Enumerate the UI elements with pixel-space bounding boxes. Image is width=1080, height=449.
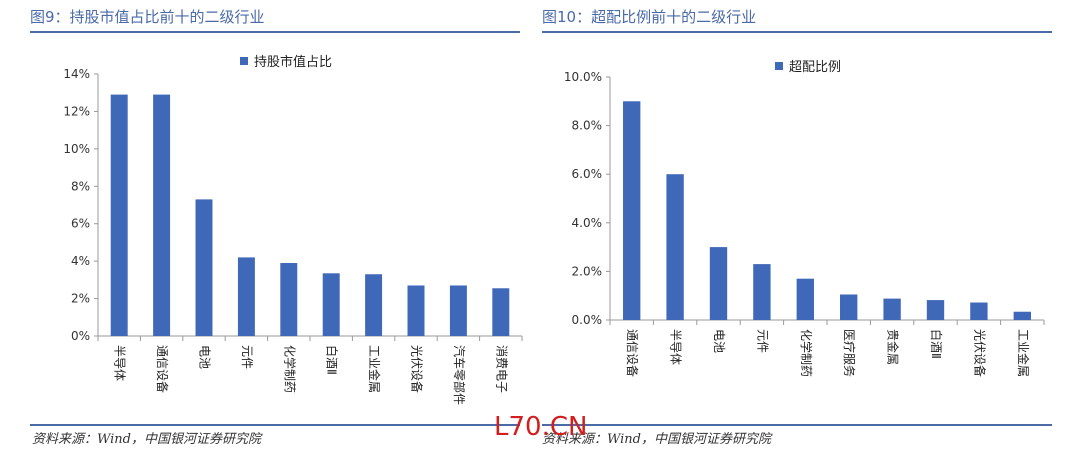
left-category-label: 汽车零部件 xyxy=(452,345,467,405)
right-bar xyxy=(926,300,945,320)
right-title-rule xyxy=(542,31,1052,33)
left-y-tick-label: 8% xyxy=(71,179,90,193)
left-chart-title: 图9：持股市值占比前十的二级行业 xyxy=(30,8,265,26)
right-bar xyxy=(840,294,858,320)
right-bar xyxy=(796,278,814,320)
left-source-note: 资料来源：Wind，中国银河证券研究院 xyxy=(32,432,261,447)
left-bar xyxy=(237,257,255,336)
left-category-label: 元件 xyxy=(240,345,254,369)
left-bar xyxy=(407,285,425,336)
right-category-label: 通信设备 xyxy=(625,329,639,377)
left-bar xyxy=(449,285,467,336)
right-category-label: 半导体 xyxy=(669,329,683,365)
left-bar xyxy=(322,273,340,336)
left-title-rule xyxy=(30,31,520,33)
right-y-tick-label: 10.0% xyxy=(564,70,602,84)
left-legend-swatch xyxy=(240,57,248,65)
right-category-label: 贵金属 xyxy=(886,329,901,365)
right-category-label: 工业金属 xyxy=(1016,329,1031,377)
left-category-label: 通信设备 xyxy=(155,345,169,393)
right-bar xyxy=(709,247,728,320)
right-bar xyxy=(623,101,641,320)
left-bar xyxy=(280,263,298,336)
right-source-note: 资料来源：Wind，中国银河证券研究院 xyxy=(542,432,771,447)
left-category-label: 电池 xyxy=(198,345,212,369)
right-bar-chart: 0.0% 2.0% 4.0% 6.0% 8.0% 10.0% 通信设备 半导体 电池 元件 化学制药… xyxy=(564,60,1045,377)
right-bar xyxy=(883,298,901,320)
right-bar xyxy=(1013,311,1031,320)
right-footer-rule xyxy=(542,424,1052,426)
left-bar xyxy=(153,94,171,336)
left-y-tick-label: 2% xyxy=(71,292,90,306)
right-category-label: 医疗服务 xyxy=(842,329,857,377)
right-legend-swatch xyxy=(775,62,783,70)
left-y-tick-label: 0% xyxy=(71,329,90,343)
left-y-tick-label: 14% xyxy=(63,67,90,81)
left-category-label: 工业金属 xyxy=(367,345,382,393)
right-category-label: 白酒Ⅱ xyxy=(929,329,944,359)
left-y-tick-label: 4% xyxy=(71,254,90,268)
left-bar xyxy=(195,199,213,336)
right-category-label: 化学制药 xyxy=(799,329,814,377)
right-category-label: 电池 xyxy=(712,329,726,353)
left-bar xyxy=(492,288,510,336)
left-legend-label: 持股市值占比 xyxy=(254,54,332,70)
left-bar xyxy=(365,274,383,336)
right-category-label: 元件 xyxy=(755,329,769,353)
right-y-tick-label: 8.0% xyxy=(572,119,603,133)
right-category-label: 光伏设备 xyxy=(972,329,986,377)
right-legend-label: 超配比例 xyxy=(789,60,841,75)
right-bar xyxy=(666,174,684,320)
left-y-tick-label: 12% xyxy=(63,104,90,118)
left-y-tick-label: 6% xyxy=(71,217,90,231)
left-category-label: 消费电子 xyxy=(494,345,508,393)
right-bar xyxy=(753,264,771,320)
watermark-logo: L70.CN xyxy=(494,412,588,442)
left-category-label: 白酒Ⅱ xyxy=(325,345,340,375)
right-y-tick-label: 0.0% xyxy=(572,313,603,327)
left-category-label: 光伏设备 xyxy=(410,345,424,393)
left-y-tick-label: 10% xyxy=(63,142,90,156)
left-category-label: 半导体 xyxy=(113,345,127,381)
right-y-tick-label: 6.0% xyxy=(572,167,603,181)
right-y-tick-label: 4.0% xyxy=(572,216,603,230)
left-category-label: 化学制药 xyxy=(282,345,297,393)
left-footer-rule xyxy=(30,424,520,426)
right-bar xyxy=(970,302,988,320)
left-bar-chart: 0% 2% 4% 6% 8% 10% 12% 14% 半导体 通信设备 电池 元件 化学制药 白酒Ⅱ 工业金… xyxy=(63,54,523,405)
left-bar xyxy=(110,94,128,336)
right-chart-title: 图10：超配比例前十的二级行业 xyxy=(542,8,757,26)
right-y-tick-label: 2.0% xyxy=(572,264,603,278)
